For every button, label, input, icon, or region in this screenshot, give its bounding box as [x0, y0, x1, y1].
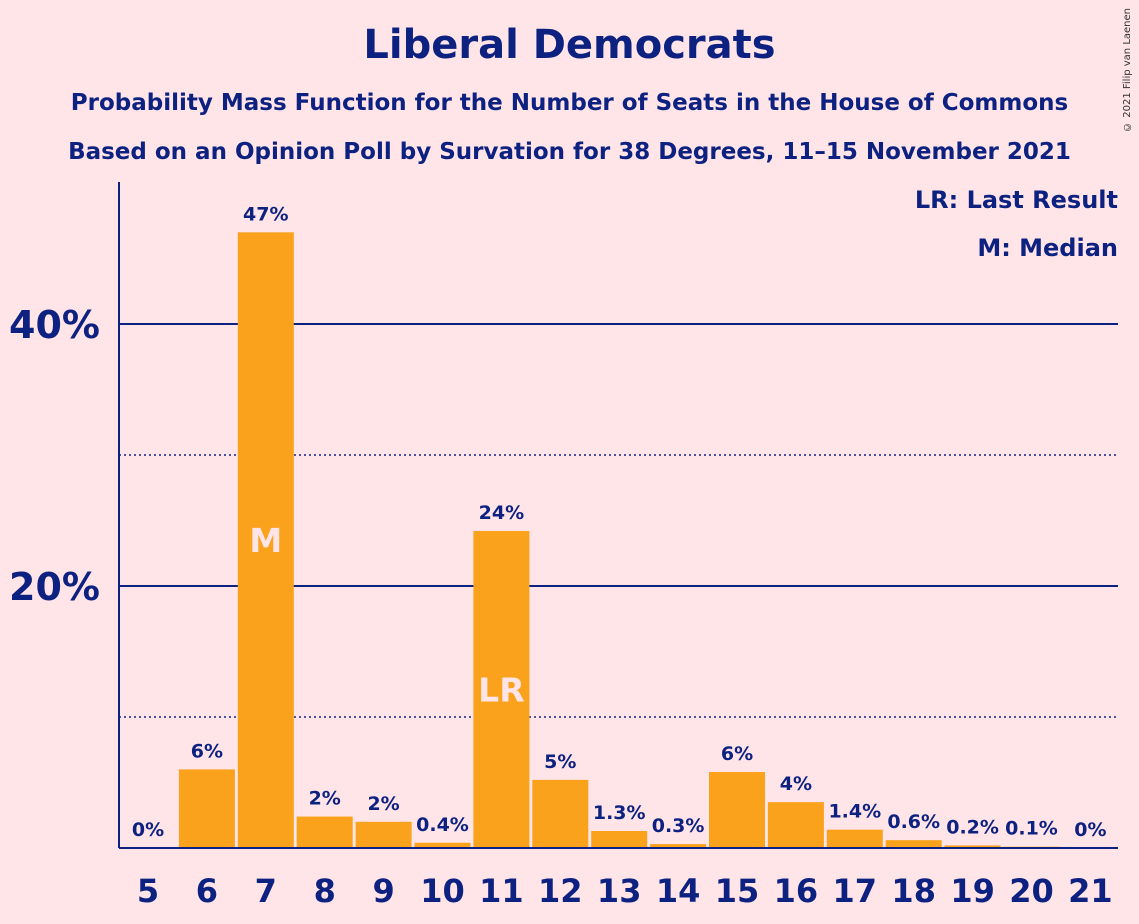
bar — [650, 844, 707, 848]
bar — [591, 830, 648, 848]
x-tick-label: 16 — [774, 872, 819, 910]
bar-marker-label: M — [249, 521, 282, 560]
data-label: 0.6% — [887, 811, 940, 833]
bar — [767, 802, 824, 848]
data-label: 47% — [243, 203, 288, 225]
bar — [709, 772, 765, 848]
data-label: 4% — [780, 773, 812, 795]
bar — [532, 779, 589, 848]
data-label: 0% — [132, 819, 164, 841]
bar — [355, 821, 412, 848]
data-label: 0.3% — [652, 815, 705, 837]
x-tick-label: 12 — [538, 872, 583, 910]
x-tick-label: 18 — [891, 872, 936, 910]
x-tick-label: 21 — [1068, 872, 1113, 910]
legend-median: M: Median — [977, 234, 1118, 262]
x-tick-label: 14 — [656, 872, 701, 910]
x-tick-label: 17 — [833, 872, 878, 910]
bar — [414, 842, 471, 848]
data-label: 0.1% — [1005, 818, 1058, 840]
x-tick-label: 15 — [715, 872, 760, 910]
x-tick-label: 19 — [950, 872, 995, 910]
chart-subtitle: Probability Mass Function for the Number… — [70, 90, 1069, 116]
x-tick-label: 8 — [314, 872, 336, 910]
bar — [826, 829, 883, 848]
bar — [237, 232, 294, 849]
data-label: 5% — [544, 751, 576, 773]
data-label: 0.2% — [946, 816, 999, 838]
x-tick-label: 20 — [1009, 872, 1054, 910]
x-tick-label: 13 — [597, 872, 642, 910]
x-tick-label: 10 — [420, 872, 465, 910]
x-tick-label: 5 — [137, 872, 159, 910]
data-label: 1.4% — [828, 801, 881, 823]
bar — [885, 840, 942, 848]
data-label: 2% — [309, 788, 341, 810]
x-tick-label: 6 — [196, 872, 218, 910]
bar — [178, 769, 235, 848]
data-label: 6% — [721, 743, 753, 765]
data-label: 2% — [367, 793, 399, 815]
data-label: 24% — [479, 502, 524, 524]
y-tick-label: 40% — [9, 303, 100, 347]
x-tick-label: 9 — [372, 872, 394, 910]
chart-subtitle-source: Based on an Opinion Poll by Survation fo… — [68, 139, 1071, 165]
x-tick-label: 7 — [255, 872, 277, 910]
bar — [473, 530, 530, 848]
data-label: 0.4% — [416, 814, 469, 836]
bar — [944, 845, 1001, 848]
y-tick-label: 20% — [9, 565, 100, 609]
data-label: 0% — [1074, 819, 1106, 841]
data-label: 1.3% — [593, 802, 646, 824]
bar — [296, 816, 353, 848]
chart-title: Liberal Democrats — [363, 22, 776, 68]
legend-last-result: LR: Last Result — [914, 186, 1118, 214]
bar-marker-label: LR — [478, 670, 524, 709]
x-tick-label: 11 — [479, 872, 524, 910]
data-label: 6% — [191, 740, 223, 762]
